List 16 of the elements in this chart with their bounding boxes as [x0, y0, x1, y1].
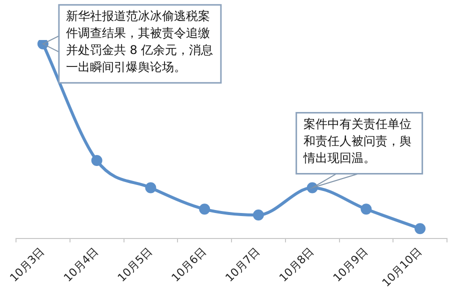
- x-tick-label: 10月3日: [7, 244, 48, 285]
- point: [252, 209, 264, 220]
- x-tick-label: 10月6日: [169, 244, 209, 285]
- x-tick-label: 10月5日: [115, 244, 155, 285]
- annotation: 案件中有关责任单位和责任人被问责，舆情出现回温。: [302, 116, 412, 165]
- x-tick-label: 10月4日: [61, 244, 101, 285]
- point: [199, 204, 210, 215]
- x-tick-label: 10月7日: [222, 244, 263, 285]
- x-tick-label: 10月9日: [330, 244, 370, 285]
- point: [360, 204, 372, 215]
- point: [145, 182, 156, 194]
- point: [414, 223, 426, 234]
- x-tick-label: 10月10日: [380, 244, 424, 290]
- point: [91, 155, 102, 166]
- x-tick-label: 10月8日: [276, 244, 316, 285]
- annotation: 新华社报道范冰冰偷逃税案件调查结果，其被责令追缴并处罚金共 8 亿余元，消息一出瞬间引爆舆论场。: [66, 9, 214, 74]
